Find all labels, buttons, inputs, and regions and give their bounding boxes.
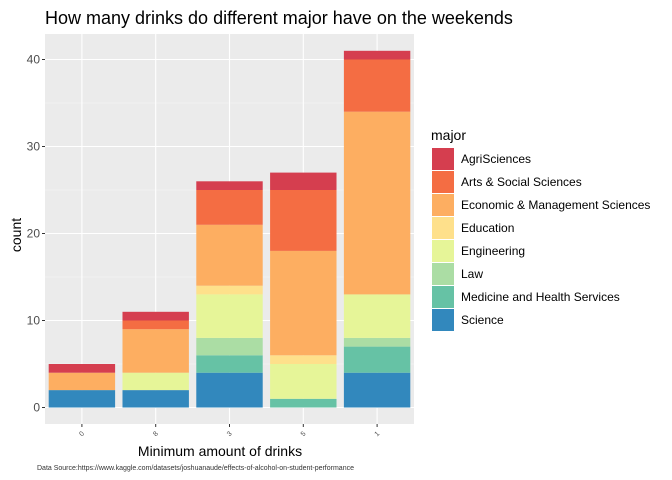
legend-label: Economic & Management Sciences (461, 198, 650, 212)
bars (48, 50, 411, 408)
legend-label: Science (461, 313, 504, 327)
legend: major AgriSciences Arts & Social Sciences… (431, 127, 650, 331)
bar-segment (196, 224, 263, 286)
y-tick-label: 20 (27, 227, 41, 241)
bar-segment (343, 337, 411, 347)
y-tick-label: 0 (33, 401, 40, 415)
x-tick-label: 5 (300, 430, 308, 438)
chart-title: How many drinks do different major have … (45, 8, 513, 28)
legend-label: Law (461, 267, 483, 281)
bar-segment (48, 372, 116, 391)
bar-segment (122, 311, 189, 321)
bar-segment (343, 346, 411, 373)
legend-key (432, 263, 454, 285)
bar-segment (343, 59, 411, 112)
bar-segment (343, 294, 411, 338)
bar-segment (122, 390, 189, 408)
legend-key (432, 286, 454, 308)
bar-segment (196, 181, 263, 190)
legend-key (432, 194, 454, 216)
bar-segment (270, 355, 337, 364)
bar-segment (48, 364, 116, 373)
legend-key (432, 148, 454, 170)
legend-key (432, 217, 454, 239)
legend-label: AgriSciences (461, 152, 531, 166)
legend-key (432, 171, 454, 193)
legend-label: Arts & Social Sciences (461, 175, 582, 189)
data-source-caption: Data Source:https://www.kaggle.com/datas… (37, 465, 354, 472)
y-axis: 0 10 20 30 40 (27, 53, 45, 415)
legend-label: Education (461, 221, 514, 235)
legend-title: major (431, 127, 466, 143)
bar-segment (196, 190, 263, 225)
legend-label: Medicine and Health Services (461, 290, 620, 304)
bar-segment (343, 372, 411, 408)
y-tick-label: 40 (27, 53, 41, 67)
bar-segment (196, 285, 263, 295)
bar-segment (196, 294, 263, 338)
bar-segment (196, 337, 263, 356)
bar-segment (196, 355, 263, 373)
bar-segment (270, 190, 337, 251)
x-tick-label: 0 (78, 430, 86, 438)
bar-segment (270, 398, 337, 408)
y-tick-label: 30 (27, 140, 41, 154)
bar-segment (196, 372, 263, 408)
legend-label: Engineering (461, 244, 525, 258)
bar-segment (270, 250, 337, 356)
bar-segment (122, 372, 189, 391)
bar-segment (122, 320, 189, 330)
bar-segment (343, 50, 411, 60)
x-axis: 0 8 3 5 1 (78, 424, 381, 438)
x-tick-label: 1 (374, 430, 382, 438)
bar-segment (48, 390, 116, 408)
x-tick-label: 3 (226, 430, 234, 438)
y-axis-title: count (8, 218, 24, 252)
bar-segment (343, 111, 411, 295)
bar-segment (270, 364, 337, 399)
bar-segment (122, 329, 189, 373)
legend-key (432, 240, 454, 262)
y-tick-label: 10 (27, 314, 41, 328)
x-axis-title: Minimum amount of drinks (138, 443, 302, 459)
bar-segment (270, 172, 337, 190)
legend-key (432, 309, 454, 331)
x-tick-label: 8 (152, 430, 160, 438)
